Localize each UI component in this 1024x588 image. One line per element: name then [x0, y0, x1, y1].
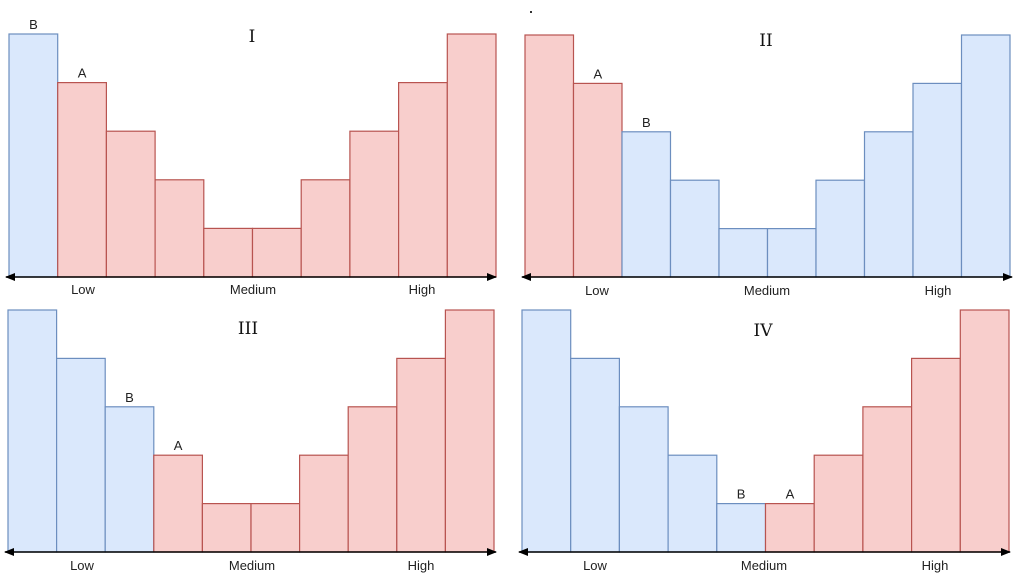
panel-title: IV	[754, 321, 774, 341]
bar-marker-label: B	[29, 17, 38, 32]
histogram-bar-b	[912, 82, 963, 278]
x-tick-label: High	[922, 558, 949, 573]
panel-title: III	[238, 319, 258, 339]
histogram-bar-b	[7, 309, 58, 553]
histogram-bar-b	[104, 406, 155, 553]
histogram-bar-a	[251, 227, 302, 278]
histogram-bar-a	[203, 227, 254, 278]
x-tick-label: Low	[70, 558, 94, 573]
bar-marker-label: B	[125, 390, 134, 405]
histogram-bar-a	[105, 130, 156, 278]
histogram-bar-a	[398, 81, 448, 278]
histogram-bar-b	[521, 309, 572, 553]
x-tick-label: High	[408, 558, 435, 573]
histogram-bar-b	[863, 131, 914, 278]
x-tick-label: Medium	[741, 558, 787, 573]
x-tick-label: Medium	[230, 282, 276, 297]
histogram-bar-b	[960, 34, 1011, 278]
histogram-bar-b	[669, 179, 720, 278]
histogram-bar-b	[55, 357, 106, 553]
x-tick-label: Medium	[744, 283, 790, 298]
histogram-bar-a	[862, 406, 913, 553]
bar-marker-label: A	[174, 438, 183, 453]
panel-4: IV Low Medium High B A	[518, 309, 1011, 573]
x-tick-label: Low	[583, 558, 607, 573]
histogram-bar-a	[250, 503, 301, 553]
histogram-bar-b	[667, 454, 718, 553]
histogram-bar-a	[349, 130, 400, 278]
histogram-bar-b	[766, 228, 817, 278]
panel-title: II	[759, 31, 772, 51]
histogram-bar-a	[813, 454, 864, 553]
x-tick-label: High	[409, 282, 436, 297]
histogram-bar-a	[299, 454, 349, 553]
histogram-bar-b	[618, 406, 669, 553]
x-tick-label: Medium	[229, 558, 275, 573]
histogram-bar-a	[524, 34, 575, 278]
histogram-bar-a	[959, 309, 1010, 553]
histogram-bar-b	[621, 131, 672, 278]
histogram-bar-a	[444, 309, 495, 553]
histogram-bar-a	[446, 33, 497, 278]
panel-3: III Low Medium High B A	[4, 309, 497, 573]
x-tick-label: High	[925, 283, 952, 298]
histogram-bar-a	[396, 357, 446, 553]
panel-2: II Low Medium High A B	[521, 31, 1013, 298]
histogram-bar-b	[8, 33, 59, 278]
histogram-bar-a	[300, 179, 351, 278]
histogram-bar-b	[570, 357, 621, 553]
bar-marker-label: B	[737, 487, 746, 502]
histogram-bar-b	[815, 179, 866, 278]
bar-marker-label: B	[642, 115, 651, 130]
panel-1: I Low Medium High B A	[5, 17, 497, 297]
bar-marker-label: A	[78, 66, 87, 81]
histogram-bar-a	[347, 406, 398, 553]
histogram-bar-a	[201, 503, 252, 553]
stray-dot	[530, 11, 532, 13]
x-tick-label: Low	[71, 282, 95, 297]
histogram-bar-a	[57, 81, 108, 278]
panel-title: I	[249, 27, 256, 47]
histogram-bar-b	[718, 228, 769, 278]
histogram-bar-a	[764, 503, 815, 553]
histogram-bar-b	[716, 503, 767, 553]
histogram-bar-a	[154, 179, 205, 278]
histogram-bar-a	[910, 357, 961, 553]
bar-marker-label: A	[786, 487, 795, 502]
histogram-bar-a	[153, 454, 204, 553]
bar-marker-label: A	[593, 66, 602, 81]
x-tick-label: Low	[585, 283, 609, 298]
histogram-bar-a	[572, 82, 623, 278]
